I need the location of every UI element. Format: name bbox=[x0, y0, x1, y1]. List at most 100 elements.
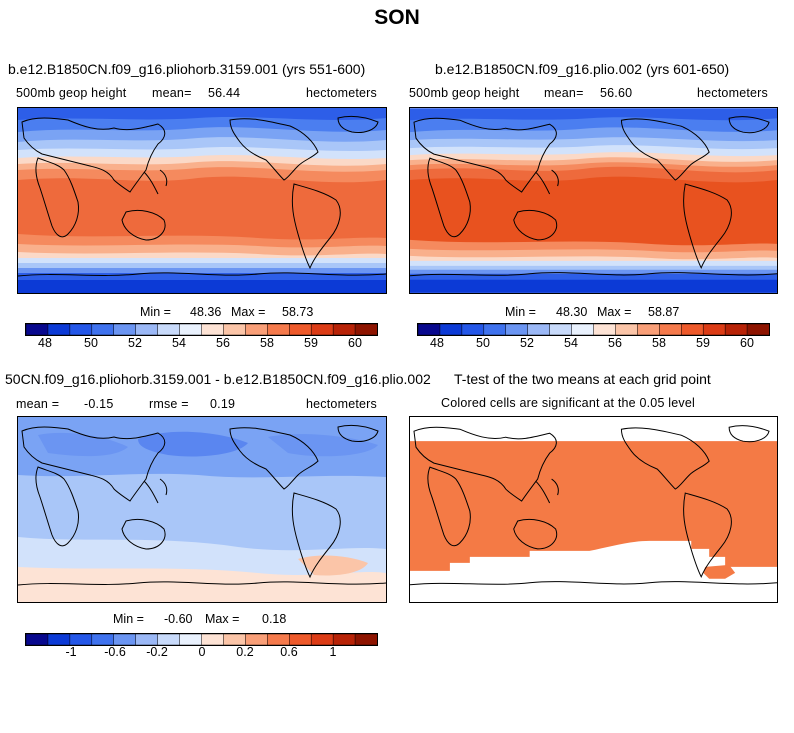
panel-4-map-svg bbox=[410, 417, 777, 602]
panel-2-colorbar-tick: 54 bbox=[564, 336, 578, 350]
panel-1-field-label: 500mb geop height bbox=[16, 86, 127, 100]
panel-1-min-value: 48.36 bbox=[190, 305, 222, 319]
diff-patch bbox=[38, 432, 128, 457]
colorbar-cell bbox=[549, 324, 573, 335]
colorbar-cell bbox=[113, 634, 137, 645]
colorbar-cell bbox=[179, 324, 203, 335]
colorbar-cell bbox=[69, 634, 93, 645]
colorbar-cell bbox=[26, 634, 49, 645]
panel-3-colorbar-tick: -0.6 bbox=[104, 645, 126, 659]
panel-3-colorbar-svg bbox=[26, 634, 377, 645]
panel-2-max-label: Max = bbox=[597, 305, 632, 319]
panel-3-min-label: Min = bbox=[113, 612, 144, 626]
panel-2-max-value: 58.87 bbox=[648, 305, 680, 319]
significant-region-south bbox=[703, 564, 736, 579]
significant-region bbox=[410, 441, 777, 571]
panel-3-mean-label: mean = bbox=[16, 397, 60, 411]
panel-1-colorbar-tick: 48 bbox=[38, 336, 52, 350]
panel-2-colorbar-tick: 60 bbox=[740, 336, 754, 350]
colorbar-cell bbox=[439, 324, 463, 335]
band-polar-south bbox=[410, 279, 777, 293]
panel-2-colorbar-tick: 50 bbox=[476, 336, 490, 350]
panel-3-colorbar-labels: -1 -0.6 -0.2 0 0.2 0.6 1 bbox=[25, 645, 376, 661]
colorbar-cell bbox=[289, 324, 312, 335]
diff-patch bbox=[138, 431, 248, 457]
colorbar-cell bbox=[26, 324, 49, 335]
panel-2-mean-label: mean= bbox=[544, 86, 584, 100]
colorbar-cell bbox=[69, 324, 93, 335]
panel-1-colorbar bbox=[25, 323, 378, 336]
colorbar-cell bbox=[332, 634, 356, 645]
diff-patch-warm bbox=[298, 555, 368, 576]
colorbar-cell bbox=[571, 324, 595, 335]
colorbar-cell bbox=[505, 324, 529, 335]
colorbar-cell bbox=[157, 324, 181, 335]
panel-4-title: T-test of the two means at each grid poi… bbox=[454, 371, 711, 387]
colorbar-cell bbox=[637, 324, 660, 335]
colorbar-cell bbox=[702, 324, 726, 335]
colorbar-cell bbox=[310, 324, 334, 335]
panel-3-map-svg bbox=[18, 417, 386, 602]
colorbar-cell bbox=[157, 634, 181, 645]
panel-2-min-value: 48.30 bbox=[556, 305, 588, 319]
panel-2-colorbar-tick: 59 bbox=[696, 336, 710, 350]
panel-2-mean-value: 56.60 bbox=[600, 86, 633, 100]
colorbar-cell bbox=[201, 634, 224, 645]
colorbar-cell bbox=[47, 634, 71, 645]
colorbar-cell bbox=[223, 324, 246, 335]
figure-title: SON bbox=[374, 6, 420, 29]
panel-2-colorbar-tick: 56 bbox=[608, 336, 622, 350]
colorbar-cell bbox=[746, 324, 769, 335]
panel-2-colorbar-labels: 48 50 52 54 56 58 59 60 bbox=[417, 336, 768, 352]
colorbar-cell bbox=[245, 324, 268, 335]
panel-2-min-label: Min = bbox=[505, 305, 536, 319]
panel-4-map bbox=[409, 416, 778, 603]
diff-patch bbox=[268, 434, 378, 457]
colorbar-cell bbox=[223, 634, 246, 645]
panel-1-mean-value: 56.44 bbox=[208, 86, 241, 100]
panel-1-colorbar-tick: 52 bbox=[128, 336, 142, 350]
colorbar-cell bbox=[310, 634, 334, 645]
panel-1-max-value: 58.73 bbox=[282, 305, 314, 319]
colorbar-cell bbox=[113, 324, 137, 335]
panel-1-colorbar-tick: 60 bbox=[348, 336, 362, 350]
panel-1-map bbox=[17, 107, 387, 294]
panel-3-title: 50CN.f09_g16.pliohorb.3159.001 - b.e12.B… bbox=[5, 371, 431, 387]
panel-2-map bbox=[409, 107, 778, 294]
panel-2-colorbar-svg bbox=[418, 324, 769, 335]
colorbar-cell bbox=[724, 324, 748, 335]
panel-1-colorbar-tick: 59 bbox=[304, 336, 318, 350]
panel-3-colorbar-tick: 0.2 bbox=[236, 645, 254, 659]
panel-4-subtitle: Colored cells are significant at the 0.0… bbox=[441, 396, 695, 410]
colorbar-cell bbox=[245, 634, 268, 645]
panel-3-colorbar-tick: 0 bbox=[198, 645, 206, 659]
panel-3-max-label: Max = bbox=[205, 612, 240, 626]
colorbar-cell bbox=[135, 324, 159, 335]
colorbar-cell bbox=[354, 634, 377, 645]
panel-3-colorbar-tick: 1 bbox=[329, 645, 337, 659]
panel-3-colorbar-tick: -0.2 bbox=[146, 645, 168, 659]
panel-3-colorbar bbox=[25, 633, 378, 646]
panel-3-colorbar-tick: 0.6 bbox=[280, 645, 298, 659]
colorbar-cell bbox=[354, 324, 377, 335]
colorbar-cell bbox=[289, 634, 312, 645]
panel-2-colorbar-tick: 48 bbox=[430, 336, 444, 350]
panel-3-colorbar-tick: -1 bbox=[65, 645, 77, 659]
colorbar-cell bbox=[593, 324, 616, 335]
panel-1-map-svg bbox=[18, 108, 386, 293]
panel-1-mean-label: mean= bbox=[152, 86, 192, 100]
diff-band-south-warm bbox=[18, 567, 386, 602]
panel-2-units: hectometers bbox=[697, 86, 768, 100]
colorbar-cell bbox=[659, 324, 682, 335]
colorbar-cell bbox=[418, 324, 441, 335]
panel-2-field-label: 500mb geop height bbox=[409, 86, 520, 100]
panel-1-colorbar-tick: 58 bbox=[260, 336, 274, 350]
colorbar-cell bbox=[135, 634, 159, 645]
coastlines bbox=[410, 425, 777, 586]
panel-3-min-value: -0.60 bbox=[164, 612, 193, 626]
panel-1-units: hectometers bbox=[306, 86, 377, 100]
colorbar-cell bbox=[681, 324, 704, 335]
panel-2-title: b.e12.B1850CN.f09_g16.plio.002 (yrs 601-… bbox=[435, 61, 730, 77]
panel-3-mean-value: -0.15 bbox=[84, 397, 114, 411]
panel-3-map bbox=[17, 416, 387, 603]
